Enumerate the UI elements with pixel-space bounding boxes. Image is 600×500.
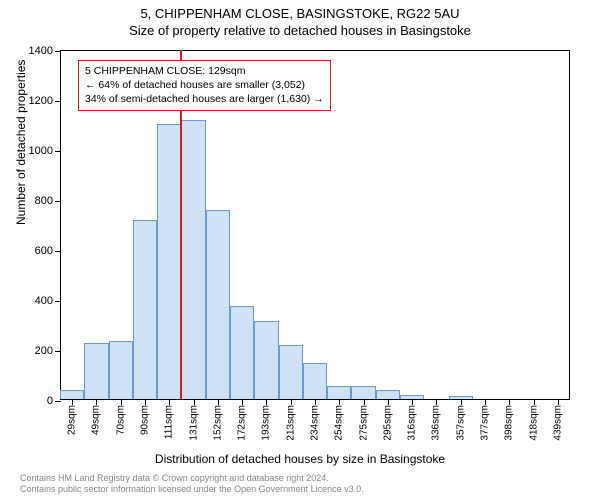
page-title-main: 5, CHIPPENHAM CLOSE, BASINGSTOKE, RG22 5… <box>0 6 600 21</box>
x-tick-label: 152sqm <box>212 405 223 441</box>
bar <box>254 321 278 400</box>
x-tick-label: 398sqm <box>504 405 515 441</box>
y-tick-label: 1000 <box>29 145 53 157</box>
credits-line-2: Contains public sector information licen… <box>20 484 364 496</box>
bar <box>279 345 303 400</box>
bar <box>303 363 327 401</box>
bar <box>327 386 351 400</box>
x-axis-title: Distribution of detached houses by size … <box>0 452 600 466</box>
annotation-line-2: ← 64% of detached houses are smaller (3,… <box>85 78 324 92</box>
x-tick-label: 213sqm <box>285 405 296 441</box>
x-tick-label: 418sqm <box>528 405 539 441</box>
bar <box>84 343 108 401</box>
x-tick-label: 377sqm <box>480 405 491 441</box>
bar <box>351 386 375 400</box>
y-tick <box>55 401 61 402</box>
y-tick-label: 1400 <box>29 45 53 57</box>
y-tick-label: 1200 <box>29 95 53 107</box>
x-tick-label: 193sqm <box>261 405 272 441</box>
annotation-box: 5 CHIPPENHAM CLOSE: 129sqm ← 64% of deta… <box>78 60 331 111</box>
bar <box>181 120 205 400</box>
x-tick-label: 111sqm <box>164 405 175 439</box>
x-tick-label: 316sqm <box>407 405 418 441</box>
x-tick-label: 295sqm <box>382 405 393 441</box>
x-tick-label: 49sqm <box>91 405 102 435</box>
page-title-sub: Size of property relative to detached ho… <box>0 23 600 38</box>
y-tick-label: 600 <box>35 245 53 257</box>
bar <box>133 220 157 400</box>
y-axis-title: Number of detached properties <box>14 60 28 225</box>
x-tick-label: 254sqm <box>334 405 345 441</box>
y-tick-label: 400 <box>35 295 53 307</box>
annotation-line-1: 5 CHIPPENHAM CLOSE: 129sqm <box>85 64 324 78</box>
x-tick-label: 336sqm <box>431 405 442 441</box>
credits: Contains HM Land Registry data © Crown c… <box>20 473 364 496</box>
x-tick-label: 357sqm <box>455 405 466 441</box>
bar <box>109 341 133 400</box>
y-tick-label: 800 <box>35 195 53 207</box>
x-tick-label: 172sqm <box>237 405 248 441</box>
x-tick-label: 29sqm <box>67 405 78 435</box>
x-axis: 29sqm49sqm70sqm90sqm111sqm131sqm152sqm17… <box>60 399 569 400</box>
x-tick-label: 70sqm <box>115 405 126 435</box>
y-tick-label: 200 <box>35 345 53 357</box>
bar <box>157 124 181 400</box>
x-tick-label: 439sqm <box>552 405 563 441</box>
annotation-line-3: 34% of semi-detached houses are larger (… <box>85 92 324 106</box>
x-tick-label: 131sqm <box>188 405 199 441</box>
x-tick-label: 90sqm <box>140 405 151 435</box>
x-tick-label: 275sqm <box>358 405 369 441</box>
bar <box>206 210 230 400</box>
bar <box>230 306 254 400</box>
credits-line-1: Contains HM Land Registry data © Crown c… <box>20 473 364 485</box>
y-tick-label: 0 <box>47 395 53 407</box>
x-tick-label: 234sqm <box>310 405 321 441</box>
